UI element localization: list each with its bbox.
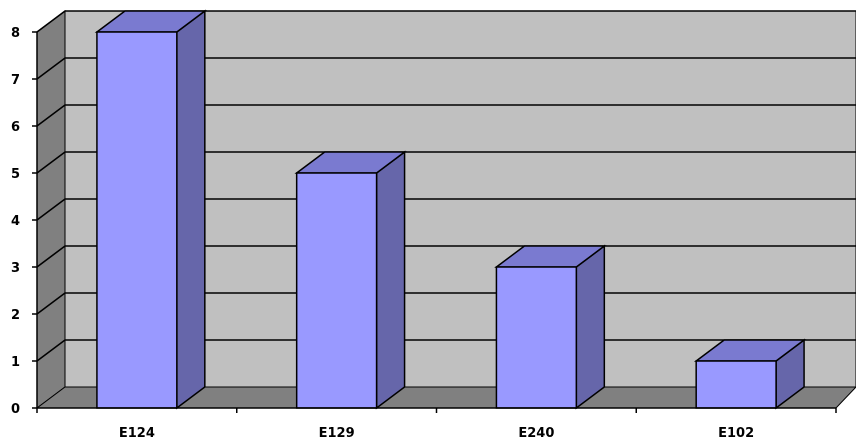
x-axis: E124 E129 E240 E102 [36,407,837,441]
y-tick-label: 1 [11,355,20,370]
bar-side [375,150,406,410]
y-tick-label: 7 [11,73,20,88]
x-category-label: E129 [319,426,355,441]
gridline [36,10,856,33]
bar-front [695,360,777,409]
y-tick-label: 0 [11,402,20,417]
bar-front [295,172,378,409]
bar-front [96,31,178,409]
y-tick-label: 4 [11,214,20,229]
x-category-label: E102 [718,426,754,441]
gridline [36,57,856,80]
gridline [36,151,856,174]
gridline [36,198,856,221]
gridline [36,104,856,127]
bar-E240 [494,244,607,410]
y-tick-label: 8 [11,26,20,41]
y-tick-label: 3 [11,261,20,276]
bar-E129 [294,150,407,410]
bar-E102 [693,338,807,410]
x-category-label: E124 [119,426,155,441]
y-tick-label: 5 [11,167,20,182]
bar-side [575,244,606,410]
bar-side [176,9,206,410]
y-tick-label: 6 [11,120,20,135]
bars [94,9,807,410]
bar-E124 [94,9,208,410]
y-tick-label: 2 [11,308,20,323]
y-axis: 0 1 2 3 4 5 6 7 8 [11,26,38,417]
x-category-label: E240 [518,426,554,441]
bar-front [495,266,578,409]
